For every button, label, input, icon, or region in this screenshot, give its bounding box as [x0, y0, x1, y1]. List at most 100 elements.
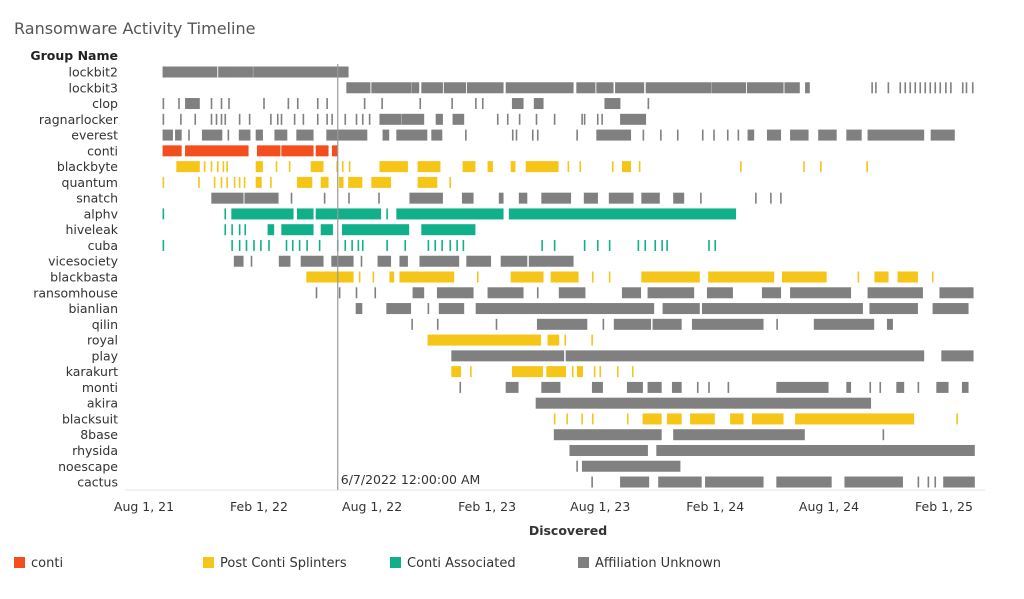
activity-mark	[820, 161, 822, 173]
activity-mark	[368, 113, 371, 125]
activity-mark	[934, 476, 937, 488]
legend-item-conti[interactable]: conti	[14, 556, 63, 571]
activity-mark	[475, 98, 477, 110]
activity-mark	[511, 129, 514, 141]
x-axis-ticks: Aug 1, 21 Feb 1, 22 Aug 1, 22 Feb 1, 23 Aug …	[114, 499, 973, 514]
row-marks-karakurt	[451, 366, 634, 378]
activity-mark	[203, 161, 206, 173]
activity-mark	[378, 192, 380, 204]
activity-mark	[162, 98, 165, 110]
activity-mark	[518, 113, 521, 125]
activity-mark	[887, 82, 890, 94]
x-tick-label: Feb 1, 22	[230, 499, 288, 514]
activity-mark	[496, 113, 499, 125]
activity-mark	[253, 239, 255, 251]
activity-mark	[231, 224, 233, 236]
activity-mark	[427, 303, 430, 315]
row-marks-blacksuit	[553, 413, 958, 425]
activity-mark	[263, 98, 265, 110]
activity-mark	[260, 239, 262, 251]
activity-mark	[727, 381, 730, 393]
activity-mark	[487, 287, 524, 299]
activity-mark	[421, 224, 476, 236]
activity-mark	[576, 82, 596, 94]
activity-mark	[293, 113, 296, 125]
activity-mark	[776, 318, 778, 330]
activity-mark	[867, 287, 923, 299]
activity-mark	[510, 271, 544, 283]
row-marks-cactus	[591, 476, 975, 488]
activity-mark	[315, 287, 318, 299]
activity-mark	[518, 192, 528, 204]
activity-mark	[869, 381, 872, 393]
activity-mark	[924, 82, 927, 94]
activity-mark	[419, 98, 422, 110]
row-label-monti: monti	[82, 380, 118, 395]
legend-item-splinter[interactable]: Post Conti Splinters	[203, 556, 347, 571]
legend-item-associated[interactable]: Conti Associated	[390, 556, 516, 571]
activity-mark	[647, 381, 662, 393]
activity-mark	[591, 334, 593, 346]
row-marks-ragnarlocker	[162, 113, 647, 125]
activity-mark	[576, 366, 583, 378]
activity-marks	[162, 66, 975, 488]
activity-mark	[215, 113, 218, 125]
row-label-snatch: snatch	[76, 191, 118, 206]
activity-mark	[579, 161, 582, 173]
activity-mark	[608, 271, 611, 283]
row-marks-noescape	[576, 460, 681, 472]
activity-mark	[660, 129, 662, 141]
activity-mark	[591, 271, 594, 283]
activity-mark	[318, 239, 321, 251]
activity-mark	[476, 271, 479, 283]
activity-mark	[500, 255, 528, 267]
activity-mark	[226, 161, 228, 173]
activity-mark	[361, 239, 364, 251]
activity-mark	[676, 129, 679, 141]
activity-mark	[647, 287, 695, 299]
activity-mark	[296, 129, 314, 141]
activity-mark	[341, 224, 410, 236]
legend-item-unknown[interactable]: Affiliation Unknown	[578, 556, 721, 571]
activity-mark	[581, 113, 583, 125]
activity-mark	[213, 176, 216, 188]
activity-mark	[396, 129, 428, 141]
x-tick-label: Feb 1, 25	[915, 499, 973, 514]
activity-mark	[245, 239, 248, 251]
x-tick-label: Feb 1, 24	[686, 499, 744, 514]
activity-mark	[411, 318, 413, 330]
activity-mark	[344, 113, 347, 125]
activity-mark	[795, 413, 915, 425]
activity-mark	[776, 476, 832, 488]
activity-mark	[185, 98, 200, 110]
activity-mark	[436, 318, 439, 330]
activity-mark	[611, 161, 614, 173]
activity-mark	[175, 129, 182, 141]
activity-mark	[528, 255, 574, 267]
activity-mark	[875, 82, 877, 94]
activity-mark	[939, 82, 942, 94]
activity-mark	[451, 350, 565, 362]
activity-mark	[781, 271, 827, 283]
activity-mark	[747, 129, 755, 141]
row-label-play: play	[92, 348, 119, 363]
activity-mark	[642, 129, 645, 141]
activity-mark	[372, 271, 375, 283]
activity-mark	[296, 98, 299, 110]
activity-mark	[546, 366, 567, 378]
activity-mark	[508, 208, 737, 220]
activity-mark	[409, 192, 443, 204]
activity-mark	[427, 239, 430, 251]
row-marks-rhysida	[569, 444, 975, 456]
activity-mark	[535, 397, 872, 409]
row-label-lockbit2: lockbit2	[69, 65, 119, 80]
activity-mark	[162, 176, 165, 188]
legend-swatch	[14, 557, 25, 568]
activity-mark	[931, 271, 934, 283]
legend-label: Post Conti Splinters	[220, 556, 347, 571]
activity-mark	[656, 444, 975, 456]
activity-mark	[644, 239, 647, 251]
activity-mark	[790, 129, 809, 141]
activity-mark	[487, 161, 493, 173]
